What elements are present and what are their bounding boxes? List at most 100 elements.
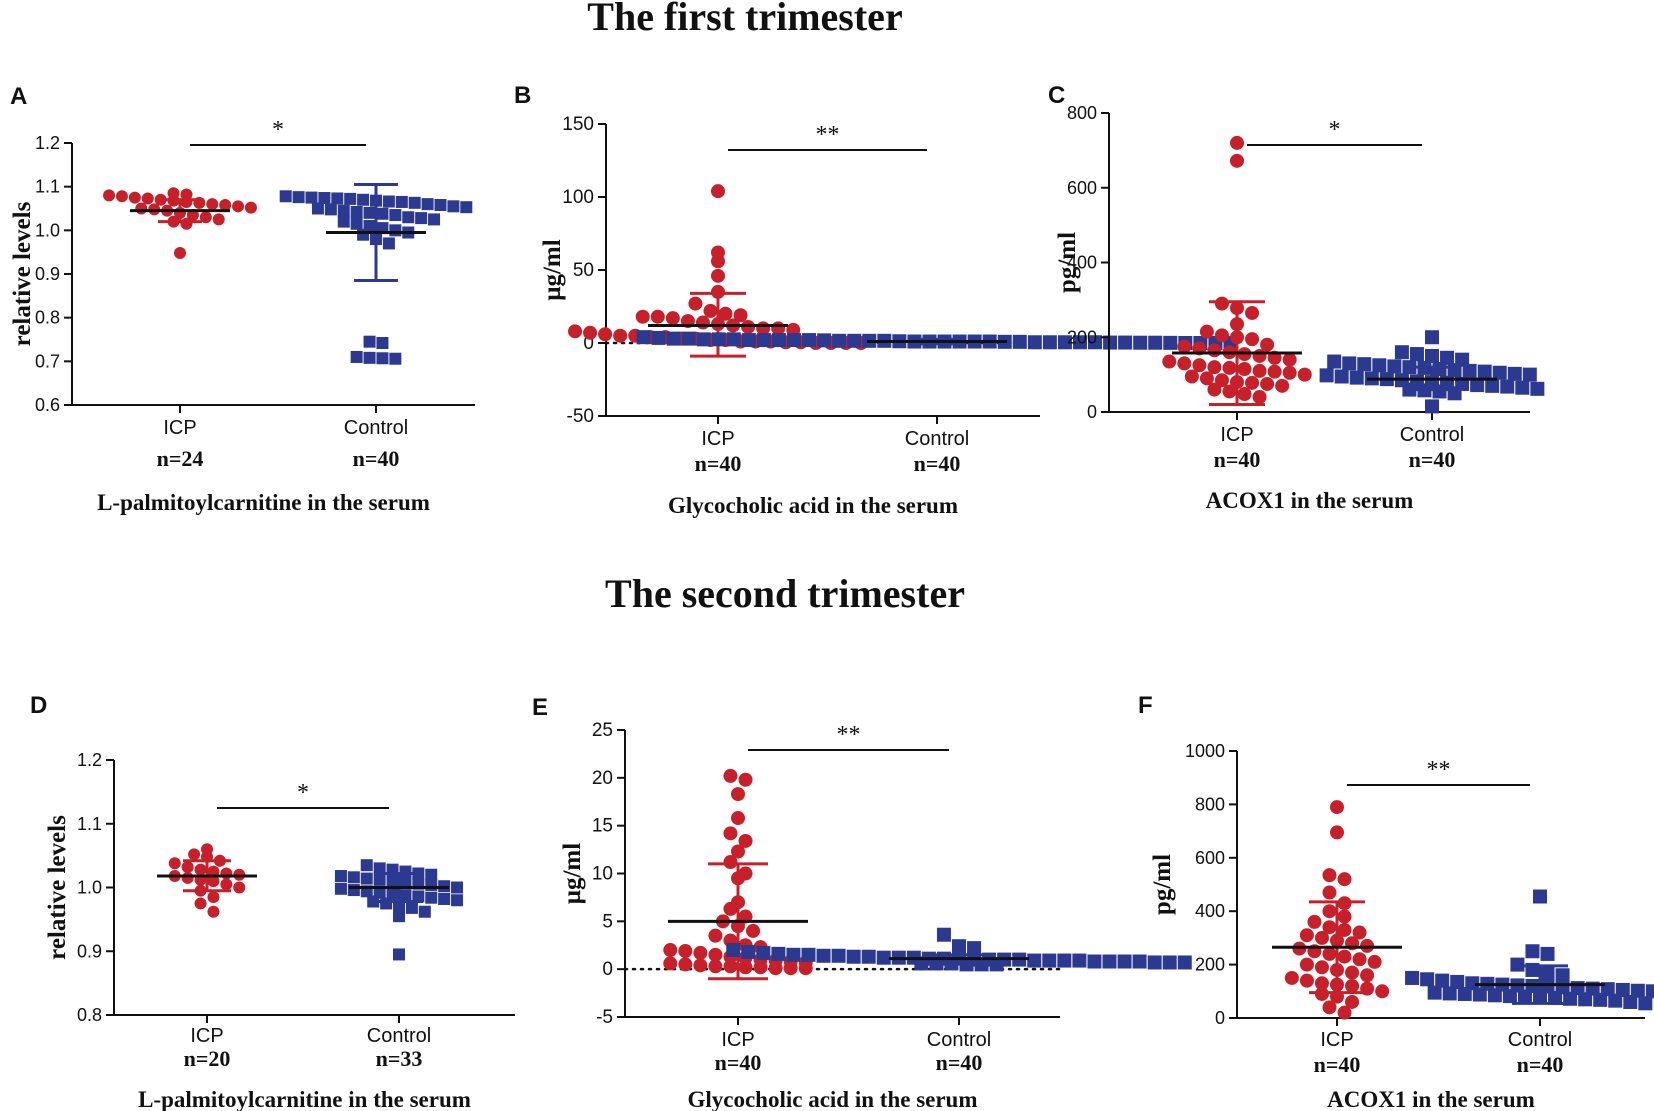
icp-data-point	[1330, 825, 1344, 839]
control-data-point	[1425, 349, 1439, 363]
panel-e: E-50510152025μg/mlICPn=40Controln=40**Gl…	[532, 694, 1192, 1111]
icp-data-point	[746, 924, 760, 938]
y-tick-label: 0	[1215, 1008, 1225, 1028]
icp-data-point	[103, 189, 115, 201]
control-data-point	[383, 237, 395, 249]
control-data-point	[1087, 955, 1101, 969]
icp-n-label: n=20	[184, 1046, 231, 1071]
icp-data-point	[708, 959, 722, 973]
y-tick-label: 400	[1195, 901, 1225, 921]
icp-data-point	[1345, 966, 1359, 980]
control-data-point	[335, 870, 347, 882]
control-data-point	[393, 910, 405, 922]
control-data-point	[376, 208, 388, 220]
control-data-point	[847, 334, 861, 348]
y-tick-label: 0.8	[77, 1005, 102, 1025]
control-data-point	[428, 213, 440, 225]
y-tick-label: 1.2	[35, 133, 60, 153]
icp-data-point	[583, 326, 597, 340]
control-data-point	[1103, 955, 1117, 969]
y-tick-label: 10	[592, 864, 613, 885]
control-data-point	[409, 197, 421, 209]
control-data-point	[1342, 356, 1356, 370]
y-tick-label: 800	[1067, 103, 1097, 123]
icp-data-point	[1245, 332, 1259, 346]
icp-data-point	[1298, 368, 1312, 382]
control-data-point	[741, 945, 755, 959]
icp-data-point	[1345, 979, 1359, 993]
control-data-point	[1578, 992, 1592, 1006]
control-category-label: Control	[344, 417, 408, 439]
icp-data-point	[1185, 369, 1199, 383]
control-data-point	[389, 209, 401, 221]
control-data-point	[389, 353, 401, 365]
control-data-point	[1533, 890, 1547, 904]
icp-data-point	[799, 961, 813, 975]
control-category-label: Control	[1400, 424, 1464, 446]
y-tick-label: 0.9	[77, 941, 102, 961]
icp-data-point	[1300, 958, 1314, 972]
control-data-point	[756, 946, 770, 960]
control-data-point	[438, 893, 450, 905]
control-data-point	[1057, 954, 1071, 968]
control-data-point	[393, 948, 405, 960]
control-data-point	[742, 333, 756, 347]
icp-data-point	[182, 861, 194, 873]
icp-data-point	[666, 311, 680, 325]
control-data-point	[1425, 330, 1439, 344]
y-tick-label: 0.8	[35, 308, 60, 328]
panel-letter: A	[10, 83, 27, 110]
control-n-label: n=40	[936, 1050, 983, 1075]
icp-data-point	[723, 826, 737, 840]
control-data-point	[771, 947, 785, 961]
control-data-point	[415, 212, 427, 224]
control-data-point	[351, 206, 363, 218]
icp-data-point	[1238, 387, 1252, 401]
icp-data-point	[754, 960, 768, 974]
icp-category-label: ICP	[190, 1025, 223, 1047]
panel-caption: Glycocholic acid in the serum	[687, 1087, 977, 1111]
panel-letter: B	[514, 82, 531, 109]
y-tick-label: 1.1	[77, 814, 102, 834]
control-data-point	[1541, 966, 1555, 980]
control-data-point	[697, 332, 711, 346]
control-data-point	[1013, 335, 1027, 349]
y-tick-label: 100	[562, 187, 594, 208]
control-data-point	[1508, 367, 1522, 381]
icp-data-point	[220, 878, 232, 890]
icp-data-point	[1275, 379, 1289, 393]
control-data-point	[402, 211, 414, 223]
control-data-point	[1518, 990, 1532, 1004]
control-data-point	[787, 333, 801, 347]
y-tick-label: 20	[592, 768, 613, 789]
control-data-point	[338, 205, 350, 217]
icp-data-point	[723, 902, 737, 916]
icp-category-label: ICP	[1320, 1029, 1353, 1051]
control-data-point	[1163, 955, 1177, 969]
control-data-point	[727, 332, 741, 346]
y-tick-label: 1.0	[77, 878, 102, 898]
icp-data-point	[1268, 365, 1282, 379]
icp-data-point	[245, 202, 257, 214]
control-data-point	[1515, 381, 1529, 395]
control-data-point	[1405, 971, 1419, 985]
control-data-point	[1433, 362, 1447, 376]
icp-data-point	[1215, 297, 1229, 311]
control-data-point	[937, 928, 951, 942]
icp-data-point	[703, 304, 717, 318]
icp-data-point	[678, 957, 692, 971]
control-data-point	[387, 875, 399, 887]
control-data-point	[361, 859, 373, 871]
y-axis-label: relative levels	[9, 201, 36, 346]
icp-data-point	[693, 958, 707, 972]
y-tick-label: 0	[1087, 402, 1097, 422]
icp-data-point	[711, 184, 725, 198]
control-data-point	[389, 224, 401, 236]
icp-data-point	[1222, 384, 1236, 398]
icp-data-point	[613, 329, 627, 343]
icp-data-point	[116, 190, 128, 202]
icp-data-point	[1338, 950, 1352, 964]
icp-data-point	[1360, 968, 1374, 982]
control-data-point	[1027, 954, 1041, 968]
control-category-label: Control	[367, 1025, 431, 1047]
